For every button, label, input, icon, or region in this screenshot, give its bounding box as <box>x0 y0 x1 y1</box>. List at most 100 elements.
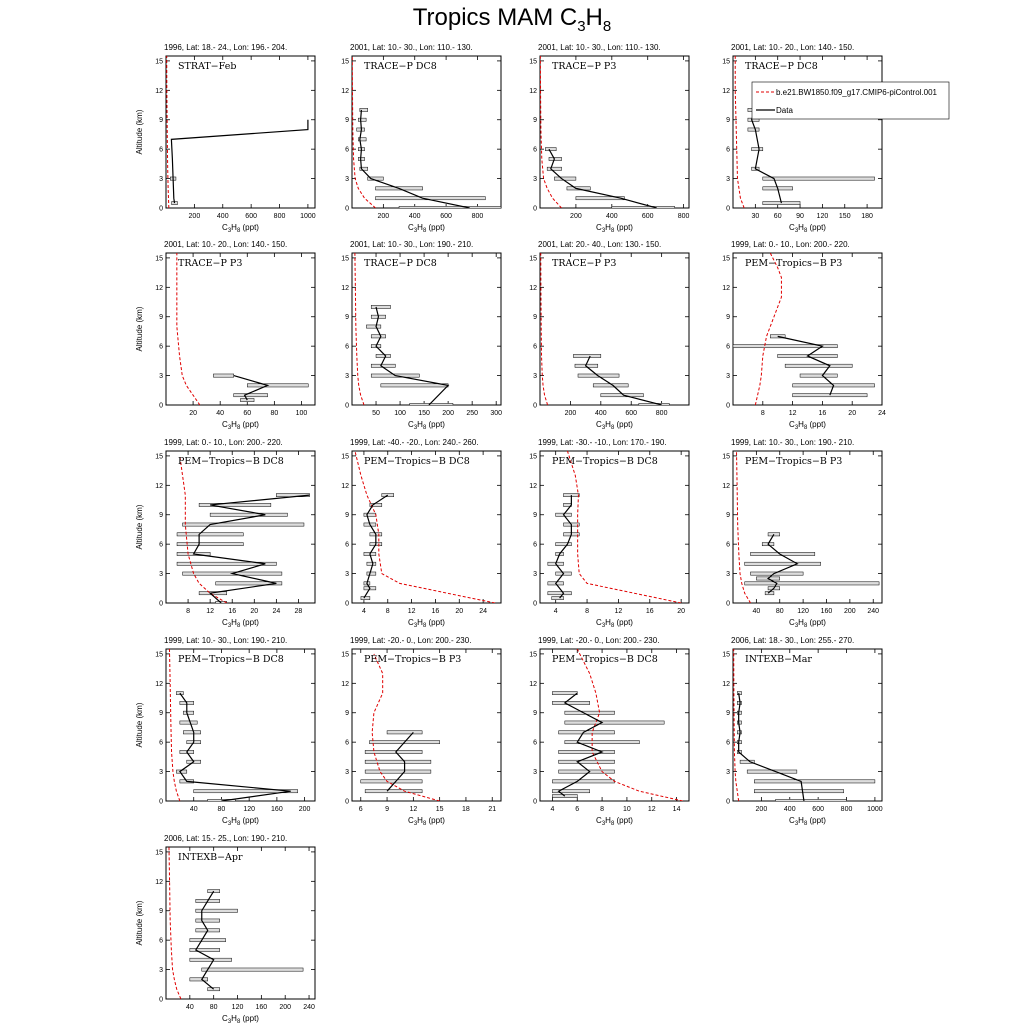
x-tick-label: 400 <box>784 806 796 813</box>
x-tick-label: 24 <box>479 608 487 615</box>
campaign-label: INTEXB−Mar <box>745 654 812 665</box>
x-tick-label: 200 <box>189 213 201 220</box>
x-tick-label: 12 <box>648 806 656 813</box>
range-bar <box>564 710 615 715</box>
range-bar <box>751 147 764 152</box>
y-tick-label: 9 <box>533 512 537 519</box>
y-tick-label: 9 <box>345 314 349 321</box>
plot-frame <box>351 252 502 406</box>
panel-1: 1996, Lat: 18.- 24., Lon: 196.- 204. 0 3 6 9… <box>135 43 316 234</box>
y-tick-label: 9 <box>726 314 730 321</box>
x-tick-label: 8 <box>761 410 765 417</box>
range-bar <box>366 561 377 566</box>
x-tick-label: 600 <box>812 806 824 813</box>
model-line <box>354 253 365 405</box>
x-tick-label: 12 <box>789 410 797 417</box>
range-bar <box>548 157 562 161</box>
campaign-label: STRAT−Feb <box>178 61 236 72</box>
campaign-label: TRACE−P DC8 <box>745 61 818 72</box>
campaign-label: PEM−Tropics−B DC8 <box>178 456 284 467</box>
x-tick-label: 24 <box>878 410 886 417</box>
range-bar <box>564 740 640 745</box>
plot-area <box>360 653 440 801</box>
data-line <box>554 495 572 599</box>
model-line <box>168 649 181 801</box>
y-tick-label: 3 <box>533 373 537 380</box>
range-bar <box>564 720 665 725</box>
data-line <box>363 494 389 599</box>
panel-title: 2006, Lat: 15.- 25., Lon: 190.- 210. <box>164 834 287 843</box>
campaign-label: PEM−Tropics−B DC8 <box>552 456 658 467</box>
range-bar <box>366 324 382 329</box>
y-tick-label: 3 <box>726 571 730 578</box>
y-tick-label: 12 <box>529 285 537 292</box>
y-tick-label: 9 <box>345 512 349 519</box>
range-bar <box>558 750 615 754</box>
y-tick-label: 15 <box>341 255 349 262</box>
y-tick-label: 9 <box>726 710 730 717</box>
range-bar <box>744 581 880 586</box>
plot-area <box>733 649 876 801</box>
y-tick-label: 12 <box>529 681 537 688</box>
x-axis-label: C3H8 (ppt) <box>222 816 259 827</box>
x-tick-label: 200 <box>442 410 454 417</box>
x-tick-label: 60 <box>243 410 251 417</box>
legend: b.e21.BW1850.f09_g17.CMIP6-piControl.001… <box>751 81 950 120</box>
y-tick-label: 9 <box>726 512 730 519</box>
data-line <box>750 109 783 204</box>
y-tick-label: 6 <box>159 542 163 549</box>
range-bar <box>198 503 272 507</box>
range-bar <box>359 108 368 112</box>
data-line <box>738 693 805 801</box>
x-tick-label: 200 <box>565 410 577 417</box>
panel-title: 2001, Lat: 10.- 30., Lon: 110.- 130. <box>538 43 661 52</box>
plot-frame <box>165 450 316 604</box>
panel-title: 2001, Lat: 10.- 30., Lon: 110.- 130. <box>350 43 473 52</box>
model-line <box>566 451 682 603</box>
x-tick-label: 20 <box>189 410 197 417</box>
campaign-label: PEM−Tropics−B DC8 <box>552 654 658 665</box>
plot-area <box>352 56 501 208</box>
y-tick-label: 12 <box>155 681 163 688</box>
plot-frame <box>165 648 316 802</box>
x-axis-label: C3H8 (ppt) <box>222 1014 259 1024</box>
range-bar <box>638 403 670 405</box>
range-bar <box>375 354 391 358</box>
panel-15: 1999, Lat: -20.- 0., Lon: 200.- 230. 0 3 6 9… <box>529 636 690 827</box>
x-tick-label: 800 <box>841 806 853 813</box>
x-axis-label: C3H8 (ppt) <box>789 223 826 234</box>
panel-10: 1999, Lat: -40.- -20., Lon: 240.- 260. 0 3… <box>341 438 502 629</box>
range-bar <box>207 987 220 992</box>
range-bar <box>799 373 838 378</box>
x-tick-label: 21 <box>488 806 496 813</box>
range-bar <box>573 354 602 358</box>
x-tick-label: 80 <box>210 1004 218 1011</box>
panel-title: 1996, Lat: 18.- 24., Lon: 196.- 204. <box>164 43 287 52</box>
range-bar <box>209 512 288 517</box>
range-bar <box>552 789 590 794</box>
x-tick-label: 300 <box>490 410 502 417</box>
y-tick-label: 3 <box>726 373 730 380</box>
y-tick-label: 9 <box>533 117 537 124</box>
range-bar <box>233 393 268 398</box>
x-tick-label: 8 <box>386 608 390 615</box>
y-tick-label: 0 <box>159 601 163 608</box>
x-tick-label: 15 <box>436 806 444 813</box>
range-bar <box>552 691 578 695</box>
x-tick-label: 160 <box>271 806 283 813</box>
x-tick-label: 200 <box>570 213 582 220</box>
x-tick-label: 8 <box>600 806 604 813</box>
range-bar <box>575 196 625 201</box>
y-tick-label: 3 <box>159 373 163 380</box>
y-tick-label: 6 <box>345 147 349 154</box>
y-tick-label: 12 <box>341 88 349 95</box>
range-bar <box>207 889 220 893</box>
y-tick-label: 0 <box>726 403 730 410</box>
x-tick-label: 600 <box>440 213 452 220</box>
y-tick-label: 12 <box>341 483 349 490</box>
range-bar <box>195 908 238 913</box>
x-tick-label: 20 <box>848 410 856 417</box>
x-tick-label: 28 <box>295 608 303 615</box>
x-tick-label: 120 <box>817 213 829 220</box>
x-tick-label: 160 <box>256 1004 268 1011</box>
